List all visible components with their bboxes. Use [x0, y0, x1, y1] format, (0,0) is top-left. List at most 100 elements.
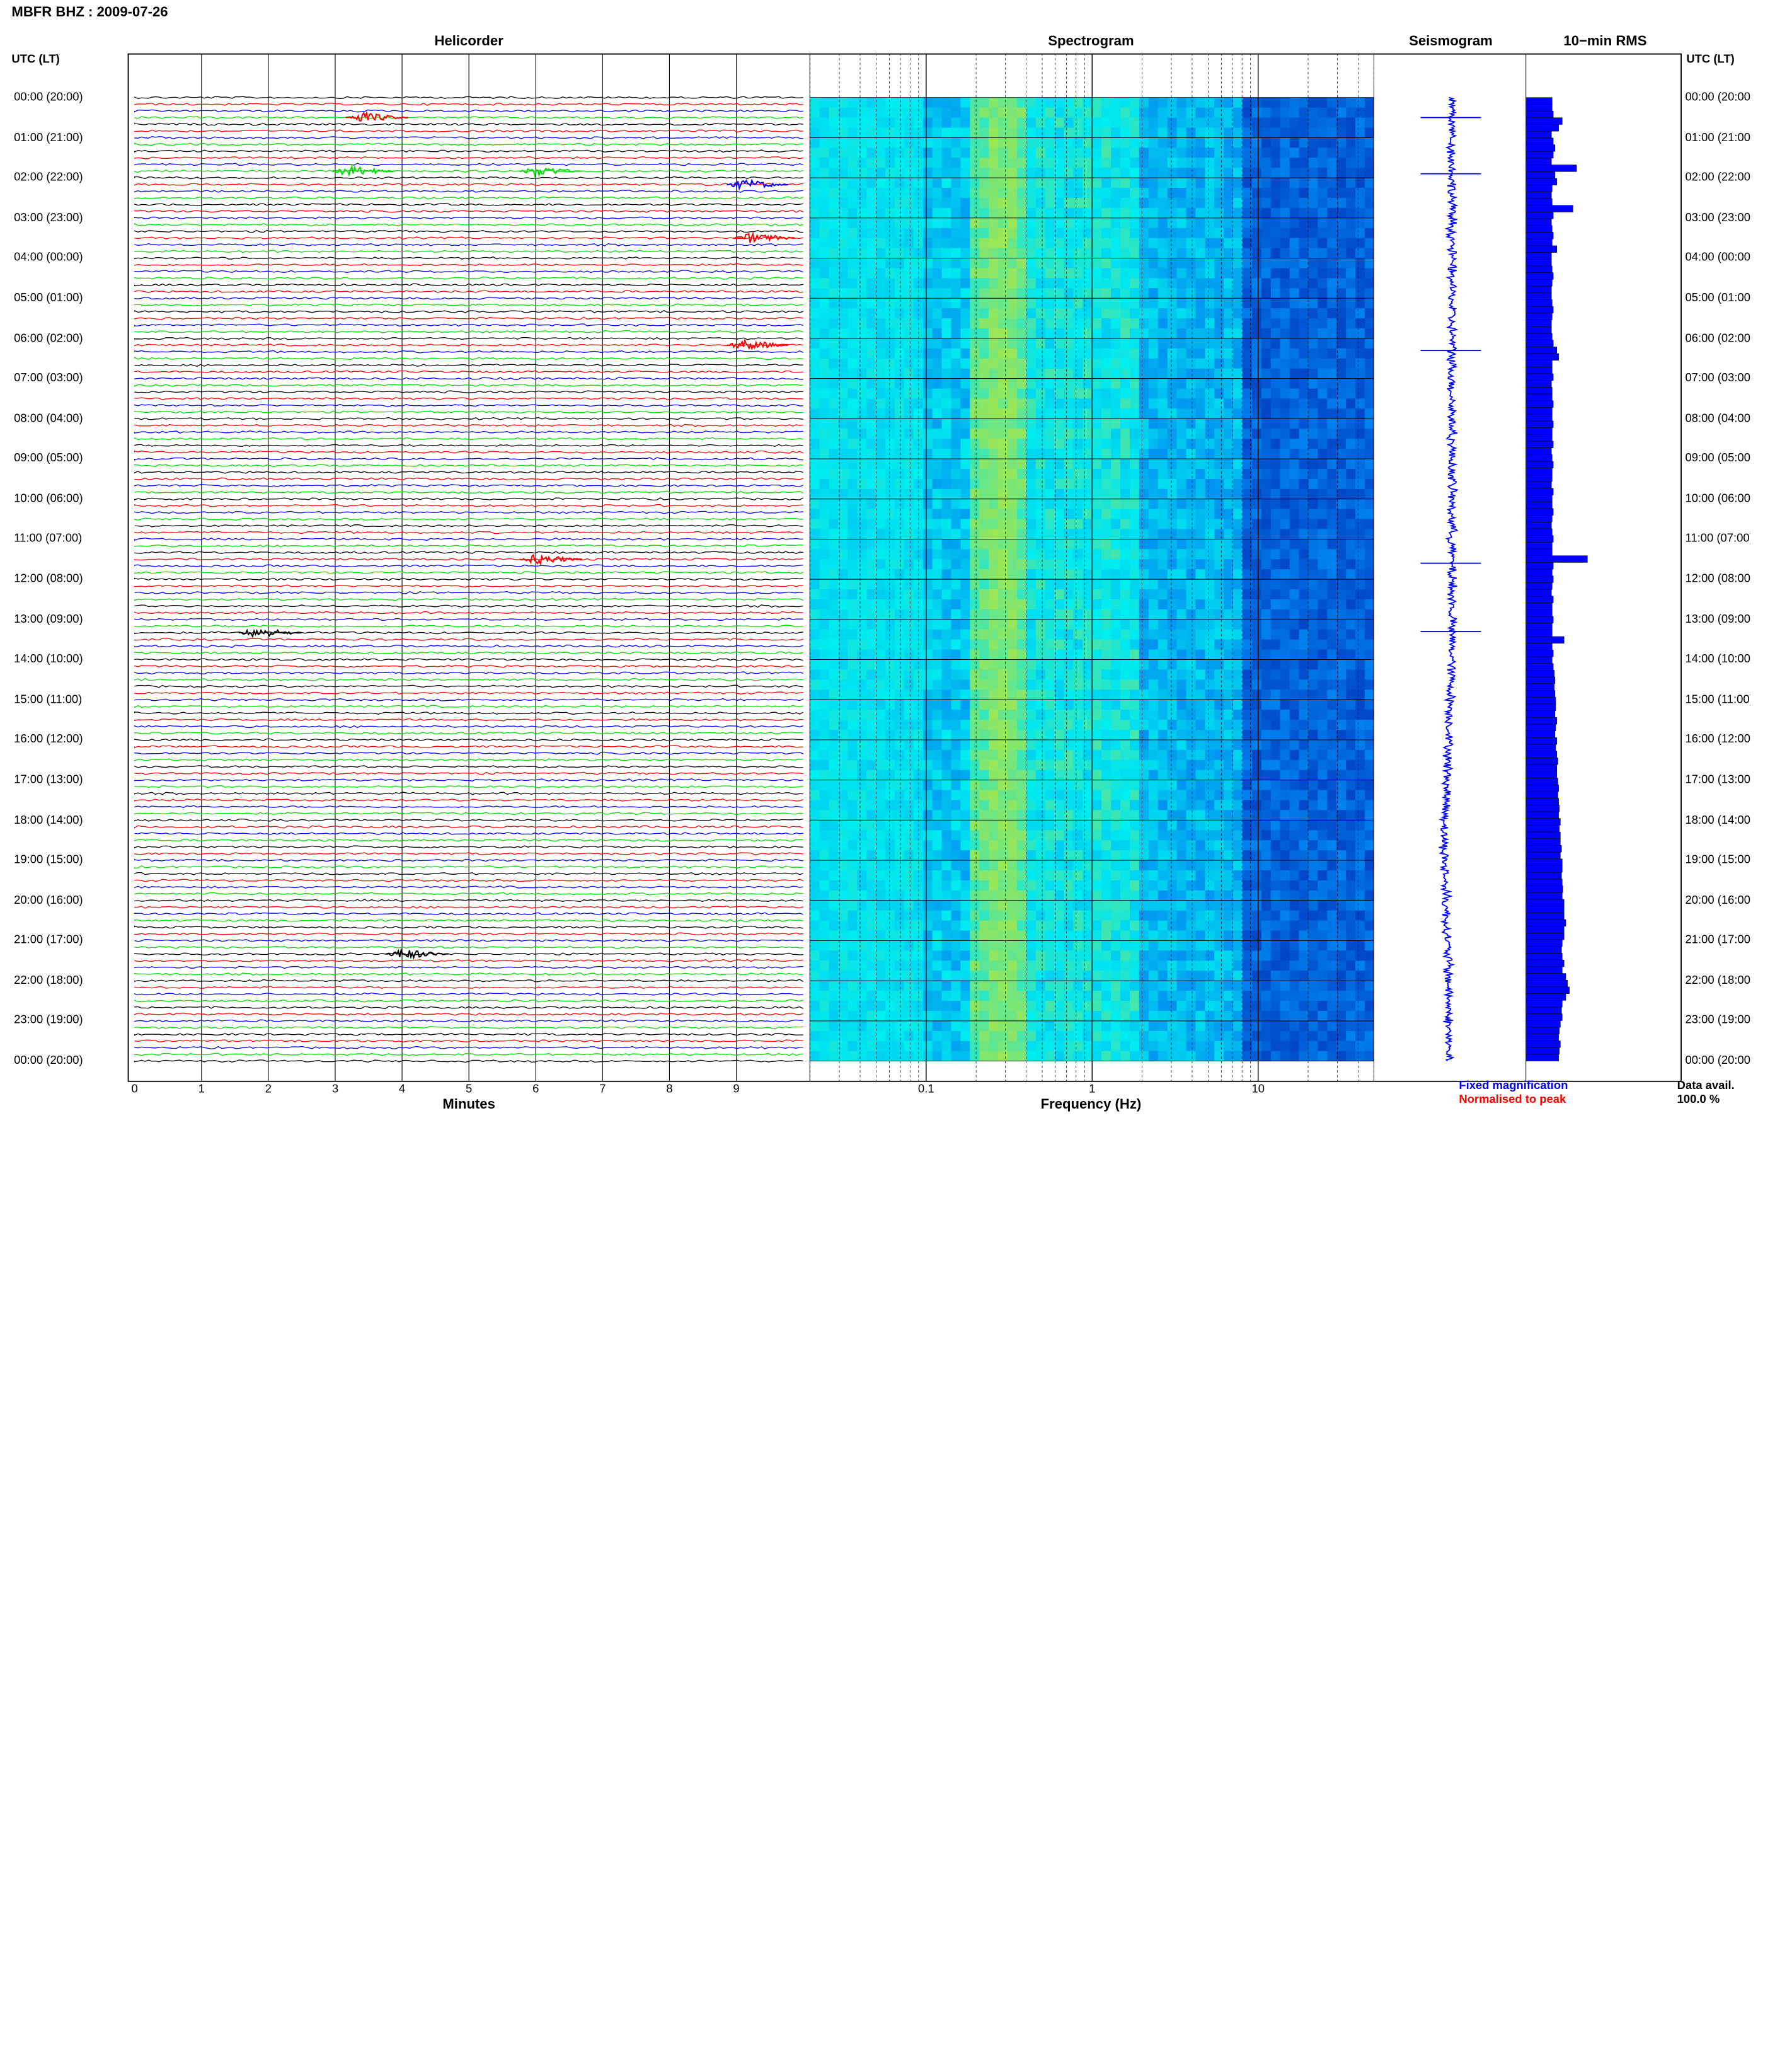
spectrogram-cell — [989, 278, 998, 288]
spectrogram-cell — [989, 288, 998, 298]
spectrogram-cell — [847, 509, 857, 519]
spectrogram-cell — [866, 860, 876, 870]
spectrogram-cell — [1261, 349, 1271, 359]
spectrogram-cell — [933, 288, 942, 298]
spectrogram-cell — [998, 770, 1008, 780]
spectrogram-cell — [829, 880, 839, 891]
spectrogram-cell — [1308, 499, 1318, 509]
spectrogram-cell — [1336, 198, 1346, 208]
spectrogram-cell — [810, 479, 820, 489]
spectrogram-cell — [933, 429, 942, 439]
spectrogram-cell — [1308, 660, 1318, 670]
spectrogram-cell — [998, 689, 1008, 700]
spectrogram-cell — [847, 298, 857, 308]
spectrogram-cell — [1045, 720, 1055, 730]
spectrogram-cell — [1214, 418, 1224, 429]
spectrogram-cell — [1036, 258, 1045, 268]
spectrogram-cell — [1346, 137, 1355, 147]
spectrogram-cell — [1195, 810, 1205, 820]
spectrogram-cell — [942, 158, 951, 168]
spectrogram-cell — [1158, 429, 1168, 439]
spectrogram-cell — [1055, 820, 1064, 830]
spectrogram-cell — [1083, 479, 1092, 489]
spectrogram-cell — [820, 519, 829, 529]
spectrogram-cell — [923, 689, 933, 700]
spectrogram-cell — [1271, 549, 1280, 559]
spectrogram-cell — [1130, 750, 1139, 760]
spectrogram-cell — [1092, 258, 1101, 268]
spectrogram-cell — [1290, 429, 1299, 439]
spectrogram-cell — [1177, 318, 1186, 328]
spectrogram-cell — [1195, 459, 1205, 469]
spectrogram-cell — [1036, 147, 1045, 158]
spectrogram-cell — [970, 860, 979, 870]
spectrogram-cell — [876, 599, 885, 609]
spectrogram-cell — [923, 248, 933, 258]
spectrogram-cell — [1186, 780, 1195, 790]
spectrogram-cell — [1045, 579, 1055, 589]
spectrogram-cell — [933, 800, 942, 810]
spectrogram-cell — [810, 549, 820, 559]
spectrogram-cell — [1290, 98, 1299, 108]
spectrogram-cell — [1092, 770, 1101, 780]
spectrogram-cell — [810, 901, 820, 911]
spectrogram-cell — [1327, 679, 1336, 689]
spectrogram-cell — [1355, 489, 1365, 499]
spectrogram-cell — [829, 338, 839, 349]
spectrogram-cell — [1243, 499, 1252, 509]
spectrogram-cell — [1252, 539, 1261, 549]
spectrogram-cell — [885, 620, 895, 630]
spectrogram-cell — [1026, 168, 1036, 178]
spectrogram-cell — [1290, 369, 1299, 379]
spectrogram-cell — [1186, 710, 1195, 720]
spectrogram-cell — [1280, 318, 1290, 328]
spectrogram-cell — [960, 669, 970, 679]
spectrogram-cell — [1195, 369, 1205, 379]
spectrogram-cell — [923, 398, 933, 408]
spectrogram-cell — [1158, 198, 1168, 208]
spectrogram-cell — [1365, 679, 1374, 689]
spectrogram-cell — [1243, 137, 1252, 147]
spectrogram-cell — [1139, 258, 1149, 268]
spectrogram-cell — [1177, 408, 1186, 418]
spectrogram-cell — [876, 469, 885, 479]
spectrogram-cell — [876, 429, 885, 439]
spectrogram-cell — [1008, 379, 1017, 389]
spectrogram-cell — [1299, 218, 1309, 228]
spectrogram-cell — [904, 830, 914, 840]
spectrogram-cell — [1308, 579, 1318, 589]
spectrogram-cell — [820, 128, 829, 138]
spectrogram-cell — [1252, 98, 1261, 108]
spectrogram-cell — [1224, 549, 1233, 559]
spectrogram-cell — [942, 760, 951, 770]
spectrogram-cell — [895, 840, 904, 850]
spectrogram-cell — [1139, 398, 1149, 408]
spectrogram-cell — [933, 389, 942, 399]
spectrogram-cell — [1055, 418, 1064, 429]
spectrogram-cell — [810, 429, 820, 439]
spectrogram-cell — [1243, 630, 1252, 640]
spectrogram-cell — [1120, 689, 1130, 700]
spectrogram-cell — [1346, 750, 1355, 760]
spectrogram-cell — [1083, 98, 1092, 108]
spectrogram-cell — [1130, 248, 1139, 258]
spectrogram-cell — [933, 128, 942, 138]
spectrogram-cell — [1243, 449, 1252, 459]
spectrogram-cell — [1120, 349, 1130, 359]
spectrogram-cell — [989, 318, 998, 328]
spectrogram-cell — [1168, 459, 1177, 469]
spectrogram-cell — [1318, 630, 1327, 640]
spectrogram-cell — [970, 178, 979, 188]
spectrogram-cell — [942, 810, 951, 820]
spectrogram-cell — [820, 679, 829, 689]
spectrogram-cell — [1346, 479, 1355, 489]
spectrogram-cell — [1224, 880, 1233, 891]
spectrogram-cell — [1233, 880, 1243, 891]
spectrogram-cell — [1290, 248, 1299, 258]
spectrogram-cell — [1158, 178, 1168, 188]
spectrogram-cell — [1233, 198, 1243, 208]
spectrogram-cell — [1111, 780, 1120, 790]
spectrogram-cell — [1233, 408, 1243, 418]
spectrogram-cell — [1318, 599, 1327, 609]
spectrogram-cell — [1233, 278, 1243, 288]
